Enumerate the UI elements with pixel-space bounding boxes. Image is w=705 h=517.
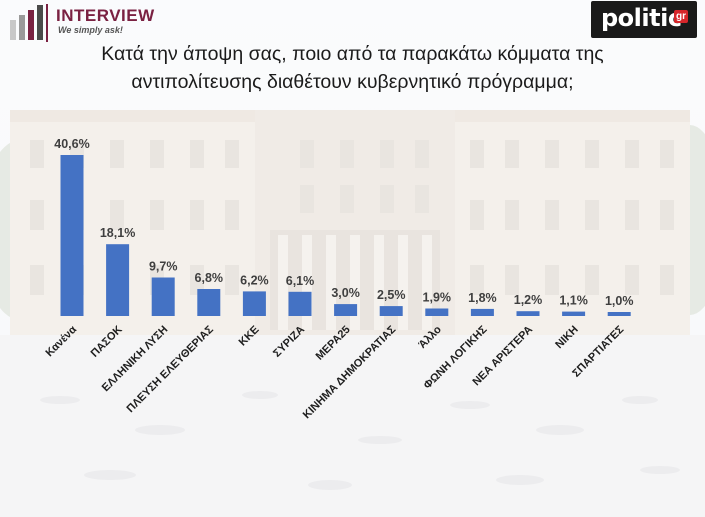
- category-label-6: ΜΕΡΑ25: [314, 324, 353, 363]
- value-label-11: 1,1%: [559, 294, 588, 308]
- value-label-0: 40,6%: [54, 137, 89, 151]
- partner-logo: politic gr: [591, 1, 697, 38]
- bar-11: [562, 311, 586, 316]
- chart-title-line-2: αντιπολίτευσης διαθέτουν κυβερνητικό πρό…: [131, 71, 574, 93]
- bar-1: [106, 244, 130, 316]
- category-label-0: Κανένα: [43, 323, 79, 359]
- value-label-12: 1,0%: [605, 294, 634, 308]
- bar-chart-logo-icon: [10, 4, 48, 42]
- category-label-3: ΠΛΕΥΣΗ ΕΛΕΥΘΕΡΙΑΣ: [124, 323, 216, 415]
- category-label-7: ΚΙΝΗΜΑ ΔΗΜΟΚΡΑΤΙΑΣ: [301, 323, 399, 421]
- category-label-1: ΠΑΣΟΚ: [89, 324, 125, 360]
- value-label-7: 2,5%: [377, 288, 406, 302]
- value-label-3: 6,8%: [195, 271, 224, 285]
- value-label-9: 1,8%: [468, 291, 497, 305]
- partner-logo-suffix: gr: [674, 10, 688, 23]
- bar-2: [151, 277, 175, 316]
- bar-6: [334, 304, 358, 316]
- bar-4: [242, 291, 266, 316]
- value-label-10: 1,2%: [514, 293, 543, 307]
- interview-logo: INTERVIEW We simply ask!: [8, 2, 178, 42]
- partner-logo-text: politic: [601, 4, 682, 32]
- bar-12: [607, 312, 631, 316]
- chart-title-line-1: Κατά την άποψη σας, ποιο από τα παρακάτω…: [101, 43, 604, 65]
- bar-5: [288, 291, 312, 316]
- value-label-4: 6,2%: [240, 273, 269, 287]
- value-label-5: 6,1%: [286, 274, 315, 288]
- bar-3: [197, 289, 221, 316]
- bar-8: [425, 308, 449, 316]
- chart-title: Κατά την άποψη σας, ποιο από τα παρακάτω…: [20, 40, 685, 96]
- category-label-8: Άλλο: [417, 323, 445, 351]
- category-label-11: ΝΙΚΗ: [553, 324, 581, 352]
- value-label-6: 3,0%: [331, 286, 360, 300]
- value-label-8: 1,9%: [423, 291, 452, 305]
- bar-10: [516, 311, 540, 316]
- value-label-2: 9,7%: [149, 260, 178, 274]
- value-label-1: 18,1%: [100, 226, 135, 240]
- category-label-4: ΚΚΕ: [237, 324, 262, 349]
- brand-slogan: We simply ask!: [58, 25, 123, 35]
- bar-0: [60, 155, 84, 316]
- bar-9: [470, 308, 494, 316]
- bar-7: [379, 306, 403, 316]
- category-label-5: ΣΥΡΙΖΑ: [271, 324, 307, 360]
- brand-name: INTERVIEW: [56, 6, 155, 25]
